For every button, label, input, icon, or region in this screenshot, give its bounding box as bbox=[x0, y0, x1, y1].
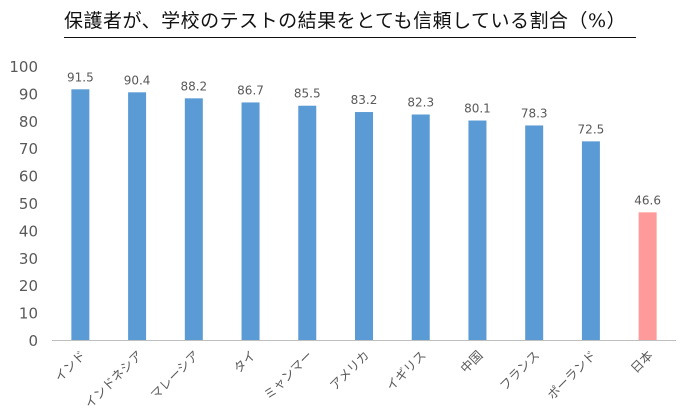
x-tick-label: ポーランド bbox=[544, 348, 599, 403]
x-tick-label: アメリカ bbox=[327, 348, 373, 394]
y-tick-label: 70 bbox=[19, 140, 38, 158]
data-label: 80.1 bbox=[464, 102, 491, 116]
bar bbox=[468, 120, 487, 340]
data-label: 72.5 bbox=[578, 122, 605, 136]
y-tick-label: 30 bbox=[19, 250, 38, 268]
bar bbox=[581, 141, 600, 340]
data-label: 83.2 bbox=[351, 93, 378, 107]
y-tick-label: 0 bbox=[28, 332, 38, 350]
chart-title: 保護者が、学校のテストの結果をとても信頼している割合（%） bbox=[64, 10, 627, 32]
y-tick-label: 60 bbox=[19, 168, 38, 186]
y-tick-label: 80 bbox=[19, 113, 38, 131]
data-label: 46.6 bbox=[634, 193, 661, 207]
data-label: 85.5 bbox=[294, 87, 321, 101]
x-tick-label: フランス bbox=[497, 348, 543, 394]
title-underline bbox=[64, 37, 636, 38]
bar bbox=[71, 89, 90, 340]
x-tick-label: インド bbox=[51, 348, 88, 385]
x-tick-label: イギリス bbox=[383, 348, 429, 394]
bar bbox=[241, 102, 260, 340]
data-label: 82.3 bbox=[407, 95, 434, 109]
y-tick-label: 100 bbox=[9, 58, 38, 76]
x-tick-label: マレーシア bbox=[147, 348, 202, 403]
x-tick-label: タイ bbox=[230, 348, 258, 376]
y-tick-label: 10 bbox=[19, 305, 38, 323]
y-tick-label: 20 bbox=[19, 277, 38, 295]
bar bbox=[298, 105, 317, 340]
bar bbox=[128, 92, 147, 340]
x-tick-label: インドネシア bbox=[82, 348, 146, 412]
y-tick-label: 90 bbox=[19, 85, 38, 103]
data-label: 86.7 bbox=[237, 83, 264, 97]
data-label: 88.2 bbox=[180, 79, 207, 93]
bar bbox=[184, 98, 203, 340]
data-label: 90.4 bbox=[124, 73, 151, 87]
x-tick-label: 中国 bbox=[457, 348, 485, 376]
data-label: 91.5 bbox=[67, 70, 94, 84]
bar bbox=[355, 112, 373, 340]
chart-title-wrap: 保護者が、学校のテストの結果をとても信頼している割合（%） bbox=[64, 6, 636, 38]
bar bbox=[411, 114, 430, 340]
data-label: 78.3 bbox=[521, 106, 548, 120]
y-tick-label: 50 bbox=[19, 195, 38, 213]
x-tick-label: 日本 bbox=[627, 347, 656, 376]
x-tick-label: ミャンマー bbox=[261, 348, 316, 403]
y-tick-label: 40 bbox=[19, 222, 38, 240]
bar bbox=[638, 212, 657, 340]
bar bbox=[525, 125, 544, 340]
